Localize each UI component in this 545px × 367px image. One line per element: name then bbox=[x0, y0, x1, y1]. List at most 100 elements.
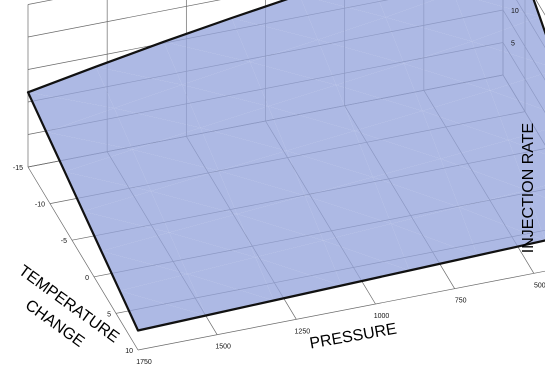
surface-facet bbox=[28, 66, 115, 109]
surface-facet bbox=[336, 63, 423, 111]
surface-facet bbox=[372, 177, 459, 224]
surface-facet bbox=[268, 85, 355, 131]
surface-facet bbox=[354, 110, 441, 159]
surface-facet bbox=[471, 16, 545, 65]
surface-facet bbox=[255, 240, 342, 286]
x-tick-label: 500 bbox=[534, 282, 545, 289]
x-tick-label: 1250 bbox=[295, 328, 311, 335]
surface-facet bbox=[354, 130, 441, 178]
x-tick-label: 1500 bbox=[215, 344, 231, 351]
y-tick-label: 10 bbox=[125, 348, 133, 355]
surface-facet bbox=[456, 0, 540, 42]
y-axis-label: TEMPERATURECHANGE bbox=[1, 262, 122, 366]
surface-facet bbox=[119, 290, 206, 331]
surface-facet bbox=[526, 185, 545, 198]
surface-facet bbox=[301, 0, 386, 40]
surface-outline bbox=[26, 0, 545, 332]
surface-outline-layer bbox=[26, 0, 545, 332]
surface-facet bbox=[317, 17, 404, 64]
surface-facet bbox=[150, 191, 237, 233]
surface-facet bbox=[46, 108, 133, 150]
surface-facet bbox=[422, 90, 509, 141]
surface-facet bbox=[378, 0, 434, 18]
surface-facet bbox=[286, 150, 373, 196]
surface-facet bbox=[132, 149, 219, 192]
surface-facet bbox=[385, 17, 472, 64]
surface-facet bbox=[182, 84, 269, 128]
surface-facet bbox=[404, 63, 491, 111]
surface-facet bbox=[218, 170, 305, 214]
surface-facet bbox=[163, 18, 250, 62]
floor-gridline bbox=[27, 166, 139, 351]
surface-facet bbox=[490, 90, 545, 141]
surface-facet bbox=[471, 41, 545, 91]
surface-facet bbox=[304, 195, 392, 241]
surface-facet bbox=[169, 214, 256, 258]
surface-facet bbox=[459, 207, 545, 256]
surface-facet bbox=[46, 132, 133, 172]
surface-facet bbox=[182, 61, 269, 107]
surface-facet bbox=[163, 41, 250, 85]
surface-facet bbox=[114, 108, 201, 150]
x-tick-label: 1750 bbox=[136, 359, 152, 366]
z-tick-label: 5 bbox=[511, 41, 515, 48]
surface-layer bbox=[28, 0, 545, 331]
x-axis-label: PRESSURE bbox=[308, 321, 398, 353]
surface-facet bbox=[268, 106, 355, 151]
surface-facet bbox=[64, 171, 151, 212]
y-tick-label: 0 bbox=[85, 275, 89, 282]
surface-facet bbox=[372, 158, 459, 207]
surface-facet bbox=[132, 127, 219, 171]
x-tick-label: 1000 bbox=[374, 313, 390, 320]
surface-facet bbox=[101, 232, 188, 274]
surface-facet bbox=[231, 0, 318, 40]
surface-facet bbox=[169, 232, 256, 274]
surface-facet bbox=[385, 0, 472, 42]
surface-facet bbox=[187, 257, 274, 301]
surface-facet bbox=[218, 150, 305, 196]
surface-facet bbox=[318, 0, 386, 18]
surface-facet bbox=[64, 149, 151, 192]
y-tick-label: -15 bbox=[13, 165, 23, 172]
surface-facet bbox=[83, 211, 170, 252]
surface-facet bbox=[249, 61, 337, 107]
surface-facet bbox=[323, 223, 410, 271]
surface-facet bbox=[508, 140, 545, 191]
surface-facet bbox=[404, 41, 491, 91]
z-tick-label: 10 bbox=[511, 8, 519, 15]
surface-facet bbox=[440, 158, 527, 207]
floor-gridline bbox=[137, 270, 545, 351]
tick-label-layer: 1750150012501000750500250-15-10-50510510… bbox=[13, 8, 545, 366]
y-tick-label: -10 bbox=[35, 202, 45, 209]
surface-facet bbox=[200, 106, 287, 151]
z-axis-label: INJECTION RATE bbox=[520, 123, 537, 253]
surface-facet bbox=[95, 66, 182, 109]
surface-facet bbox=[490, 73, 545, 111]
surface-facet bbox=[286, 130, 373, 178]
surface-facet bbox=[422, 110, 509, 159]
surface-facet bbox=[114, 84, 201, 128]
surface-facet bbox=[119, 274, 206, 316]
surface-facet bbox=[28, 92, 115, 132]
surface-facet bbox=[249, 39, 337, 85]
surface-facet bbox=[459, 190, 545, 241]
surface-facet bbox=[150, 170, 237, 214]
surface-facet bbox=[304, 177, 392, 224]
surface-facet bbox=[508, 129, 545, 155]
surface-facet bbox=[391, 223, 478, 271]
surface-facet bbox=[83, 191, 170, 233]
surface-facet bbox=[231, 18, 318, 62]
surface-facet bbox=[200, 127, 287, 171]
surface-facet bbox=[317, 39, 404, 85]
surface-facet bbox=[478, 0, 540, 17]
y-tick-label: -5 bbox=[61, 238, 67, 245]
x-tick-label: 750 bbox=[455, 298, 467, 305]
surface-facet bbox=[95, 41, 182, 85]
surface-facet bbox=[237, 214, 324, 258]
surface-facet bbox=[336, 85, 423, 131]
surface-facet bbox=[526, 190, 545, 241]
surface-facet bbox=[101, 251, 188, 291]
y-tick-label: 5 bbox=[107, 311, 111, 318]
